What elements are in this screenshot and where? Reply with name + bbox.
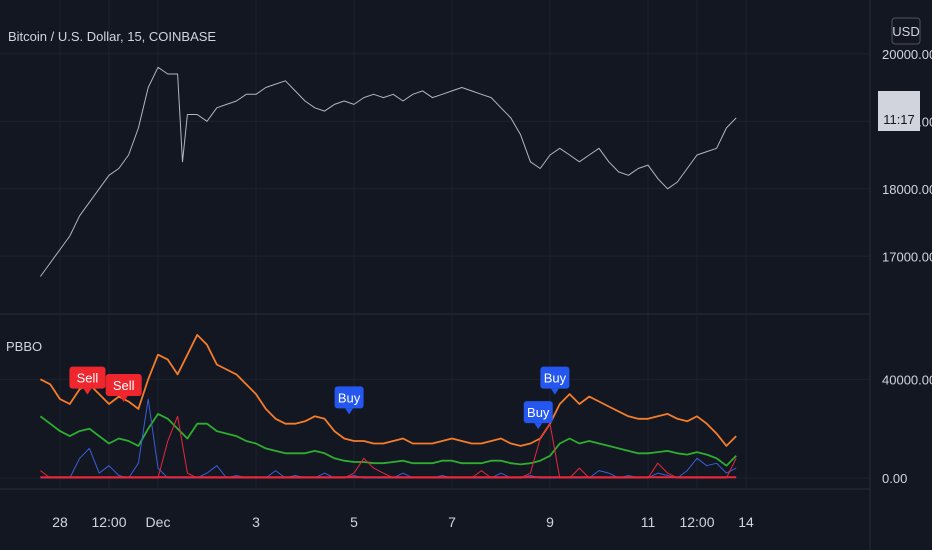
- indicator-title: PBBO: [6, 339, 42, 354]
- signal-buy-marker: Buy: [334, 386, 364, 415]
- signal-label: Buy: [527, 405, 550, 420]
- ind-red-line: [40, 415, 737, 479]
- signal-pointer: [534, 423, 543, 430]
- x-axis-labels: 28 12:00 Dec 3 5 7 9 11 12:00 14: [52, 514, 754, 530]
- signal-buy-marker: Buy: [523, 401, 553, 430]
- signal-pointer: [345, 408, 354, 415]
- signal-box: [69, 366, 106, 389]
- signal-box: [105, 374, 142, 396]
- signal-box: [334, 386, 364, 409]
- signal-sell-marker: Sell: [69, 366, 106, 395]
- time-tick-label: 7: [448, 514, 456, 530]
- signal-pointer: [550, 388, 559, 395]
- indicator-series: [39, 333, 737, 479]
- currency-button[interactable]: USD: [891, 17, 921, 45]
- signal-pointer: [119, 396, 128, 402]
- signal-box: [540, 366, 570, 389]
- time-tick-label: 28: [52, 514, 68, 530]
- time-tick-label: 12:00: [91, 514, 126, 530]
- time-tick-label: 12:00: [679, 514, 714, 530]
- currency-button-label: USD: [892, 24, 919, 39]
- signal-pointer: [83, 388, 92, 395]
- price-line: [39, 66, 737, 277]
- signal-label: Buy: [338, 390, 361, 405]
- time-tick-label: 11: [641, 514, 656, 530]
- price-tick-label: 18000.00: [882, 182, 932, 197]
- signal-label: Sell: [77, 371, 99, 386]
- time-tick-label: Dec: [146, 514, 171, 530]
- signal-buy-marker: Buy: [540, 366, 570, 395]
- ind-green-line: [39, 412, 737, 467]
- grid: [0, 0, 870, 489]
- price-tick-label: 17000.00: [882, 249, 932, 264]
- symbol-title: Bitcoin / U.S. Dollar, 15, COINBASE: [8, 29, 216, 44]
- ind-blue-line: [40, 398, 737, 479]
- indicator-tick-label: 0.00: [882, 471, 907, 486]
- last-price-tag-label: 11:17: [883, 112, 915, 127]
- time-tick-label: 3: [252, 514, 260, 530]
- indicator-tick-label: 40000.00: [882, 372, 932, 387]
- time-tick-label: 14: [738, 514, 754, 530]
- signal-label: Buy: [544, 371, 567, 386]
- price-tick-label: 20000.00: [882, 47, 932, 62]
- signal-labels: Sell Sell Buy Buy Buy: [69, 366, 570, 430]
- signal-label: Sell: [113, 378, 135, 393]
- ind-orange-line: [39, 333, 737, 447]
- time-tick-label: 5: [350, 514, 358, 530]
- time-tick-label: 9: [546, 514, 554, 530]
- last-price-tag: 11:17: [878, 91, 920, 131]
- price-series: [39, 66, 737, 277]
- signal-box: [523, 401, 553, 424]
- signal-sell-marker: Sell: [105, 374, 142, 402]
